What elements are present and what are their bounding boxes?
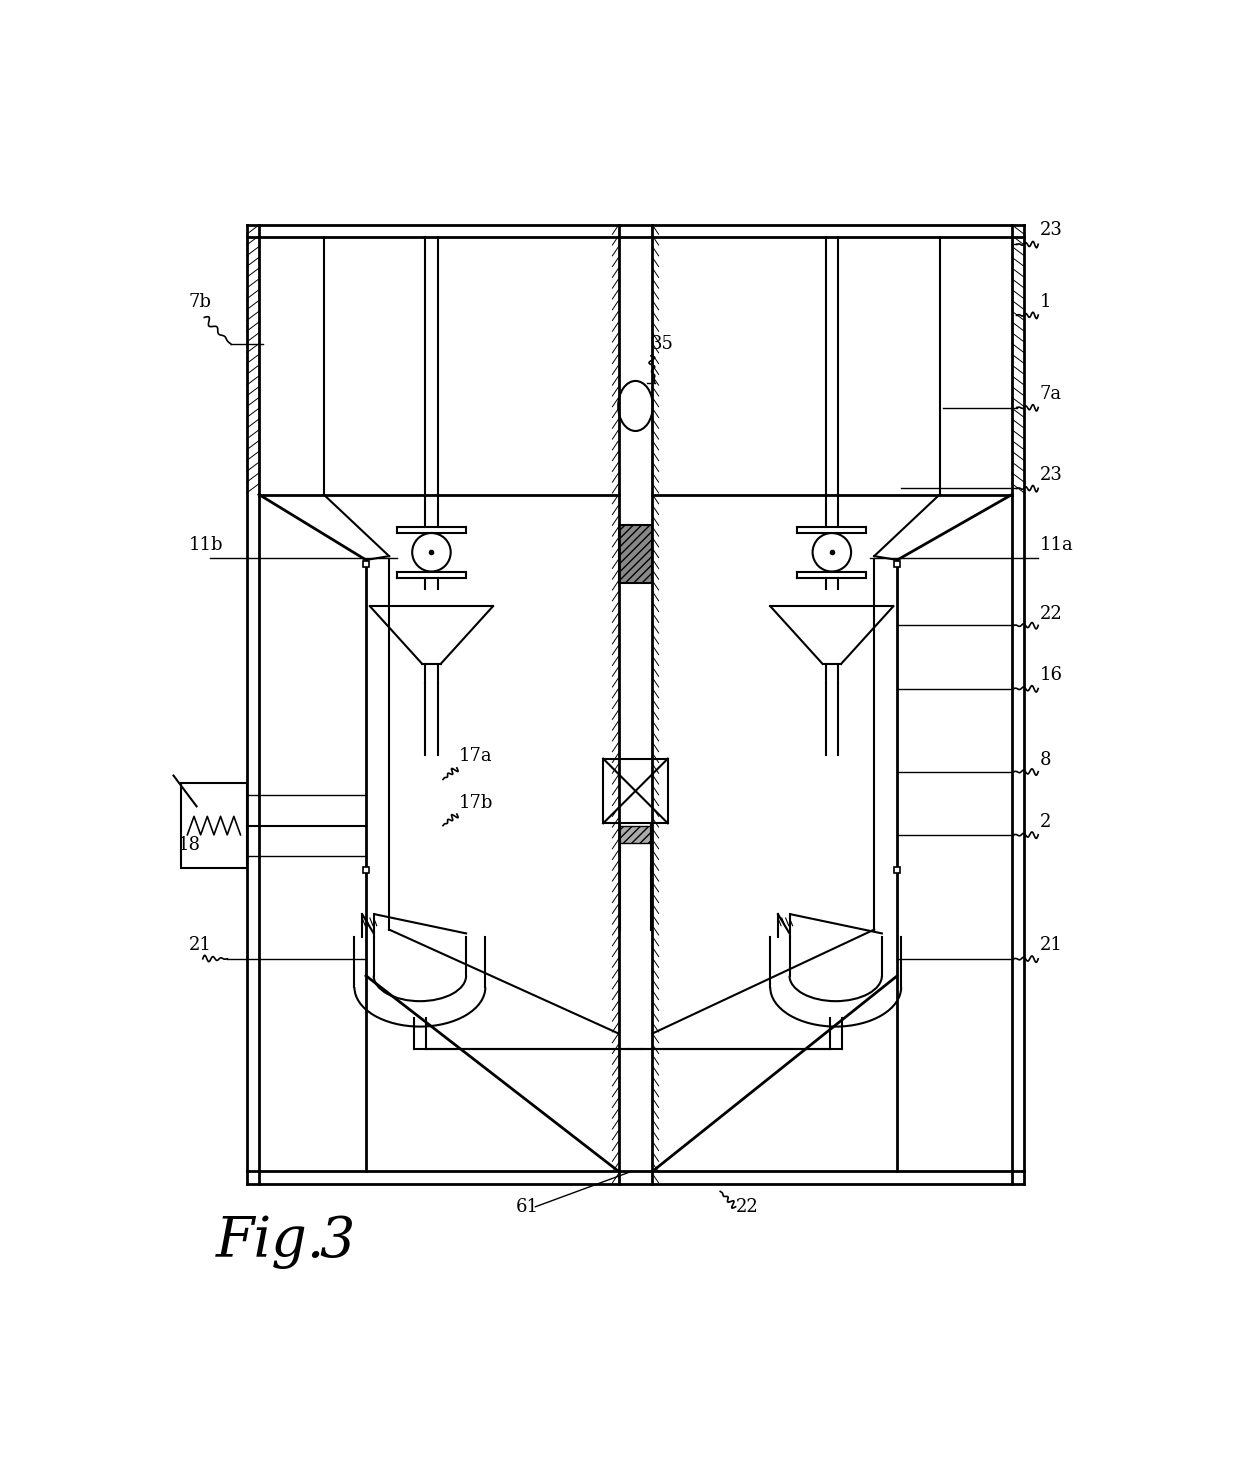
Text: 18: 18 [177,835,201,854]
Text: 22: 22 [735,1198,759,1216]
Text: 8: 8 [1040,751,1052,770]
Bar [619,525,652,583]
Text: 21: 21 [1040,936,1063,954]
Text: 3: 3 [320,1215,355,1268]
Text: 2: 2 [1040,812,1052,831]
Text: 7b: 7b [188,293,212,311]
Circle shape [812,534,851,572]
Ellipse shape [619,381,652,432]
Text: 17a: 17a [459,748,492,765]
Bar [181,783,247,868]
Text: Fig.: Fig. [216,1215,325,1268]
Text: 23: 23 [1040,467,1063,484]
Circle shape [412,534,450,572]
Text: 1: 1 [1040,293,1052,311]
Text: 17b: 17b [459,793,492,812]
Bar [619,825,652,843]
Text: 61: 61 [516,1198,539,1216]
Text: 23: 23 [1040,222,1063,239]
Text: 22: 22 [1040,605,1063,623]
Text: 21: 21 [188,936,212,954]
Text: 35: 35 [651,335,673,353]
Text: 11a: 11a [1040,535,1074,554]
Text: 16: 16 [1040,666,1063,684]
Text: 7a: 7a [1040,385,1061,404]
Text: 11b: 11b [188,535,223,554]
Bar [603,758,668,824]
